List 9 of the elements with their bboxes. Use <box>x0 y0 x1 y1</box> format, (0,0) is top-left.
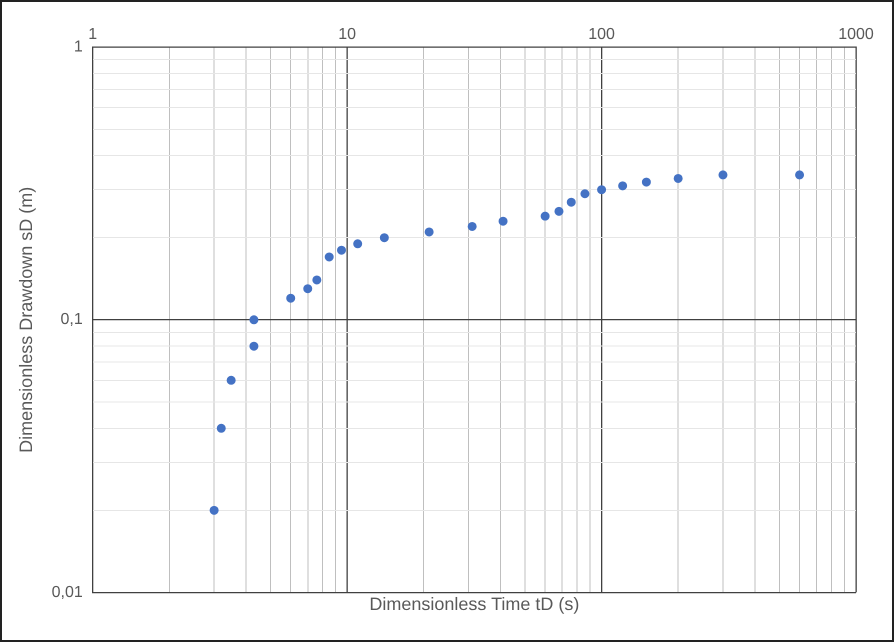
x-axis-title: Dimensionless Time tD (s) <box>369 594 580 614</box>
x-tick-label: 1000 <box>838 26 874 44</box>
y-tick-label: 0,1 <box>60 311 83 328</box>
y-axis-title: Dimensionless Drawdown sD (m) <box>16 186 36 453</box>
y-tick-label: 1 <box>74 38 83 56</box>
x-tick-label: 100 <box>588 26 616 44</box>
x-tick-label: 1 <box>88 26 98 44</box>
y-tick-label: 0,01 <box>52 584 83 601</box>
x-tick-label: 10 <box>338 26 356 44</box>
